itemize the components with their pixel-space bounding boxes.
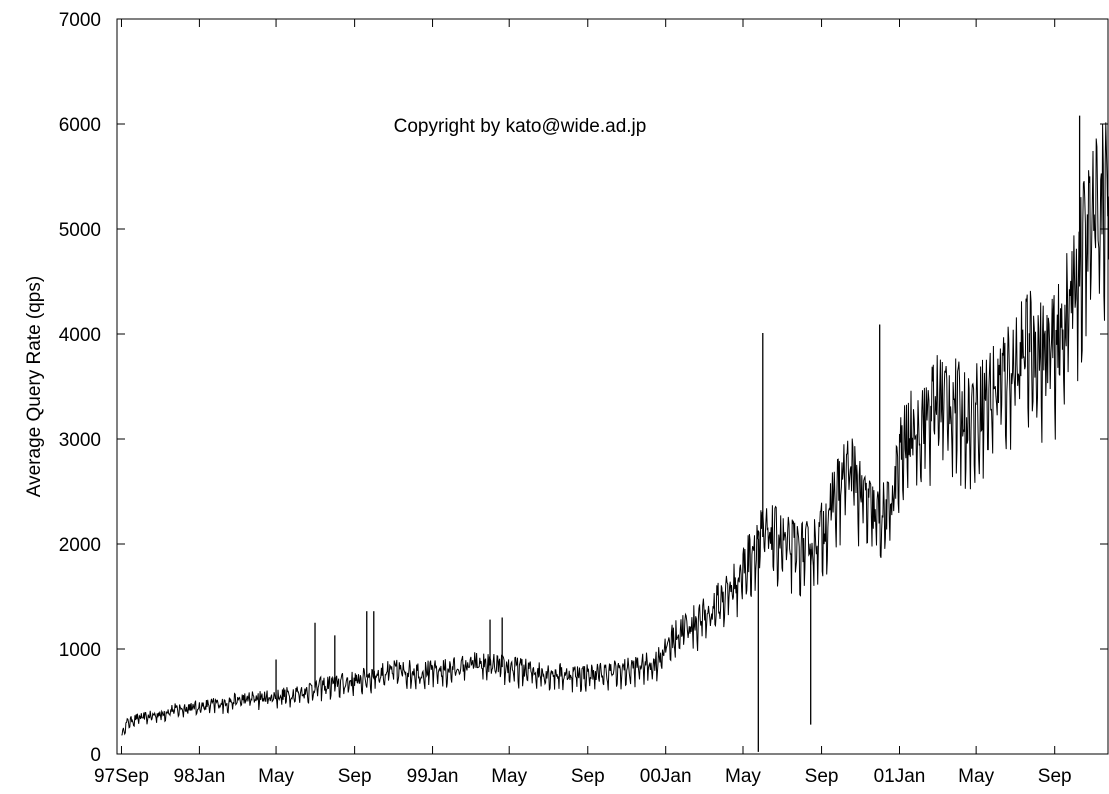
copyright-annotation: Copyright by kato@wide.ad.jp (394, 116, 647, 137)
plot-frame (116, 18, 1109, 755)
x-axis-ticks: 97Sep 98Jan May Sep 99Jan May Sep 00Jan May Sep 01… (94, 19, 1072, 787)
y-tick-label: 6000 (59, 115, 101, 136)
x-tick-label: 00Jan (640, 766, 692, 787)
series-line (121, 122, 1109, 736)
y-tick-label: 7000 (59, 10, 101, 31)
y-tick-label: 1000 (59, 640, 101, 661)
y-tick-label: 5000 (59, 220, 101, 241)
x-tick-label: 98Jan (174, 766, 226, 787)
x-tick-label: Sep (805, 766, 839, 787)
x-tick-label: 97Sep (94, 766, 149, 787)
x-tick-label: May (491, 766, 527, 787)
x-tick-label: May (725, 766, 761, 787)
x-tick-label: May (258, 766, 294, 787)
y-axis-title: Average Query Rate (qps) (24, 276, 45, 497)
x-tick-label: Sep (338, 766, 372, 787)
series-spikes (275, 115, 1081, 752)
x-tick-label: 01Jan (874, 766, 926, 787)
x-tick-label: Sep (571, 766, 605, 787)
y-axis-ticks: 0 1000 2000 3000 4000 5000 6000 7000 (59, 10, 1108, 766)
x-tick-label: Sep (1038, 766, 1072, 787)
x-tick-label: May (958, 766, 994, 787)
y-tick-label: 2000 (59, 535, 101, 556)
y-tick-label: 3000 (59, 430, 101, 451)
x-tick-label: 99Jan (407, 766, 459, 787)
y-tick-label: 4000 (59, 325, 101, 346)
y-tick-label: 0 (90, 745, 101, 766)
